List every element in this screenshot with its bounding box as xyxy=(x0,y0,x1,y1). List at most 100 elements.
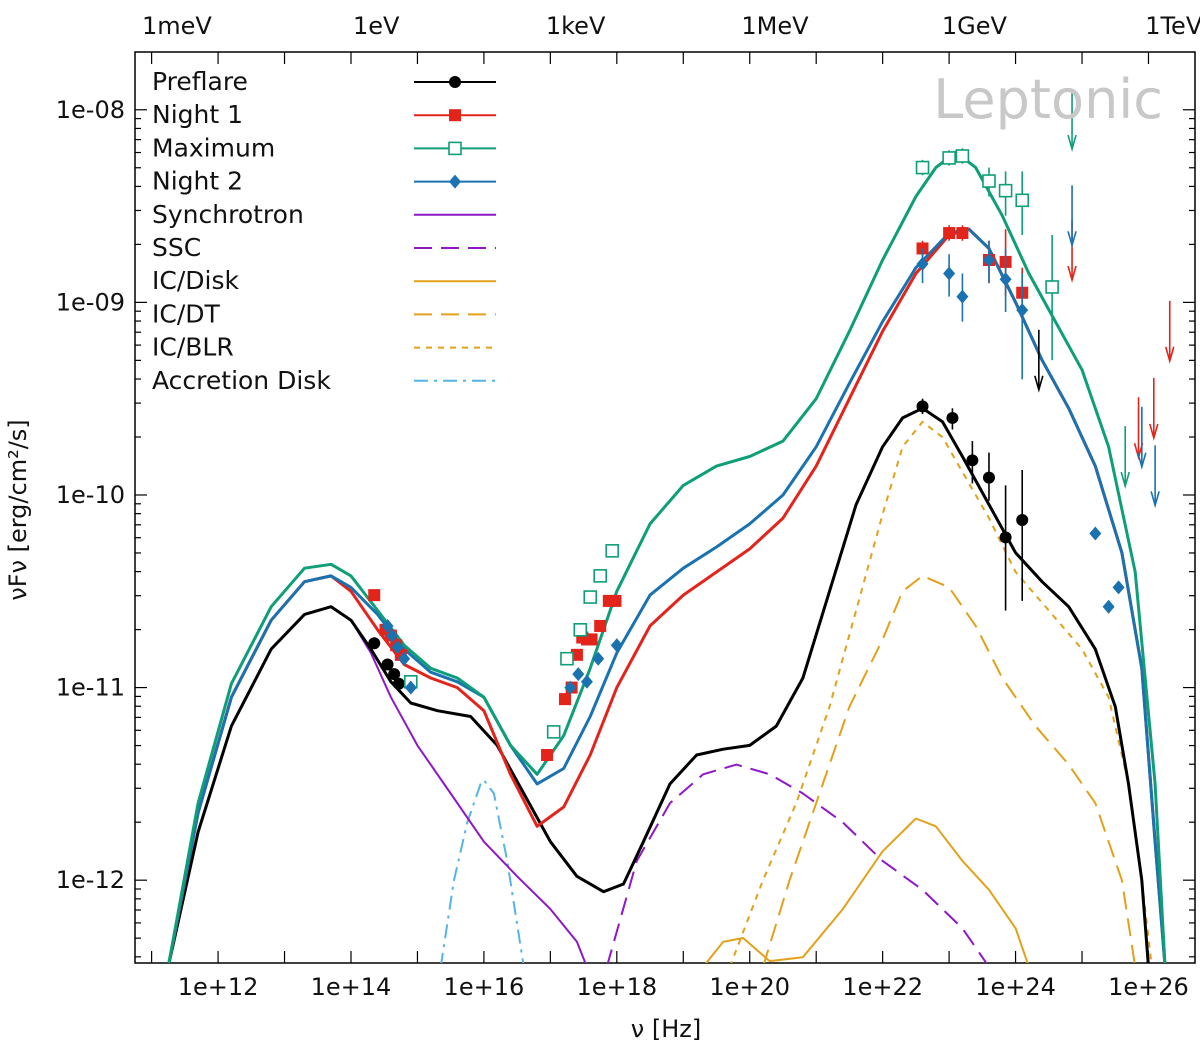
legend-marker-preflare xyxy=(449,76,461,88)
y-tick-label: 1e-12 xyxy=(56,866,125,894)
legend-label-ssc: SSC xyxy=(152,233,201,262)
point-night-1 xyxy=(585,633,598,646)
top-axis-label: 1keV xyxy=(546,12,606,40)
point-preflare xyxy=(381,658,394,671)
x-tick-label: 1e+18 xyxy=(576,973,657,1001)
point-night-1 xyxy=(570,648,583,661)
point-night-1 xyxy=(609,594,622,607)
curve-night-1 xyxy=(167,227,1167,963)
point-night-2 xyxy=(580,674,593,689)
point-preflare xyxy=(388,668,401,681)
point-maximum xyxy=(573,623,588,637)
point-preflare xyxy=(982,471,995,484)
legend-label-ic-blr: IC/BLR xyxy=(152,333,234,362)
legend-label-night-2: Night 2 xyxy=(152,167,243,196)
point-night-2 xyxy=(381,618,394,633)
top-axis-label: 1TeV xyxy=(1145,12,1200,40)
point-night-2 xyxy=(404,680,417,695)
upper-limit-arrowhead-night-2 xyxy=(1067,231,1077,249)
y-tick-label: 1e-09 xyxy=(56,288,125,316)
x-tick-label: 1e+22 xyxy=(842,973,923,1001)
point-maximum xyxy=(955,149,970,163)
point-night-1 xyxy=(943,227,956,240)
legend-label-ic-dt: IC/DT xyxy=(152,299,221,328)
point-preflare xyxy=(999,531,1012,544)
top-axis-label: 1MeV xyxy=(741,12,809,40)
legend-label-ic-disk: IC/Disk xyxy=(152,266,239,295)
point-preflare xyxy=(368,637,381,650)
top-axis-label: 1GeV xyxy=(942,12,1008,40)
x-tick-label: 1e+20 xyxy=(709,973,790,1001)
point-night-2 xyxy=(943,266,956,281)
legend-label-accretion-disk: Accretion Disk xyxy=(152,366,331,395)
point-preflare xyxy=(392,677,405,690)
point-night-1 xyxy=(956,227,969,240)
point-night-2 xyxy=(610,638,623,653)
plot-border xyxy=(134,51,1196,964)
point-night-2 xyxy=(1016,303,1029,318)
point-night-2 xyxy=(999,272,1012,287)
x-tick-label: 1e+12 xyxy=(178,973,259,1001)
point-night-2 xyxy=(1112,580,1125,595)
point-maximum xyxy=(593,569,608,583)
point-maximum xyxy=(605,544,619,558)
model-curves xyxy=(167,150,1167,963)
top-axis-label: 1meV xyxy=(142,12,212,40)
point-night-2 xyxy=(982,253,995,268)
y-tick-label: 1e-08 xyxy=(56,96,125,124)
y-axis-label: νFν [erg/cm²/s] xyxy=(4,419,32,600)
curve-maximum xyxy=(167,150,1167,963)
upper-limit-arrowhead-night-1 xyxy=(1067,265,1077,283)
upper-limit-arrowhead-night-2 xyxy=(1137,452,1147,470)
point-maximum xyxy=(560,651,574,666)
legend: Preflare Night 1 Maximum Night 2 Synchrotron… xyxy=(152,67,496,395)
top-axis-label: 1eV xyxy=(353,12,400,40)
x-tick-label: 1e+26 xyxy=(1108,973,1189,1001)
point-preflare xyxy=(1016,514,1029,527)
x-tick-label: 1e+24 xyxy=(975,973,1056,1001)
point-night-2 xyxy=(1089,526,1102,541)
x-axis-label: ν [Hz] xyxy=(631,1015,701,1043)
legend-label-maximum: Maximum xyxy=(152,133,275,162)
point-maximum xyxy=(583,590,598,604)
upper-limit-arrowhead-maximum xyxy=(1120,471,1130,490)
curve-ic-blr xyxy=(730,420,1153,963)
upper-limit-arrowhead-night-1 xyxy=(1164,346,1175,364)
curve-ic-disk xyxy=(705,817,1029,963)
axis-ticks: 1e+12 1e+14 1e+16 1e+18 1e+20 1e+22 1e+24 1e+26… xyxy=(56,12,1200,1001)
data-points xyxy=(368,89,1175,761)
x-tick-label: 1e+14 xyxy=(311,973,392,1001)
point-preflare xyxy=(946,411,959,424)
point-night-1 xyxy=(594,619,607,632)
point-night-1 xyxy=(368,589,381,602)
upper-limit-arrowhead-preflare xyxy=(1034,375,1044,393)
point-night-2 xyxy=(956,289,969,304)
point-night-2 xyxy=(572,667,585,682)
curve-preflare xyxy=(167,406,1150,963)
model-annotation: Leptonic xyxy=(933,68,1163,131)
upper-limit-arrowhead-maximum xyxy=(1067,134,1077,152)
y-tick-label: 1e-10 xyxy=(56,481,125,509)
legend-label-night-1: Night 1 xyxy=(152,100,243,129)
y-tick-label: 1e-11 xyxy=(56,674,125,702)
upper-limit-arrowhead-night-2 xyxy=(1150,491,1160,509)
point-night-2 xyxy=(564,680,577,695)
point-night-2 xyxy=(592,651,605,666)
curve-night-2 xyxy=(167,227,1167,963)
curve-accretion-disk xyxy=(440,779,525,963)
legend-marker-maximum xyxy=(448,141,462,156)
curve-ic-dt xyxy=(763,574,1136,963)
point-maximum xyxy=(915,160,930,175)
point-night-2 xyxy=(391,640,404,655)
plot-frame xyxy=(134,51,1196,964)
upper-limit-arrowhead-night-1 xyxy=(1149,423,1159,441)
point-preflare xyxy=(966,454,979,467)
x-tick-label: 1e+16 xyxy=(444,973,525,1001)
point-preflare xyxy=(916,400,929,413)
curve-ssc xyxy=(606,763,988,963)
point-night-2 xyxy=(386,628,399,643)
point-maximum xyxy=(982,174,996,188)
point-night-2 xyxy=(398,651,411,666)
legend-label-synchrotron: Synchrotron xyxy=(152,200,304,229)
